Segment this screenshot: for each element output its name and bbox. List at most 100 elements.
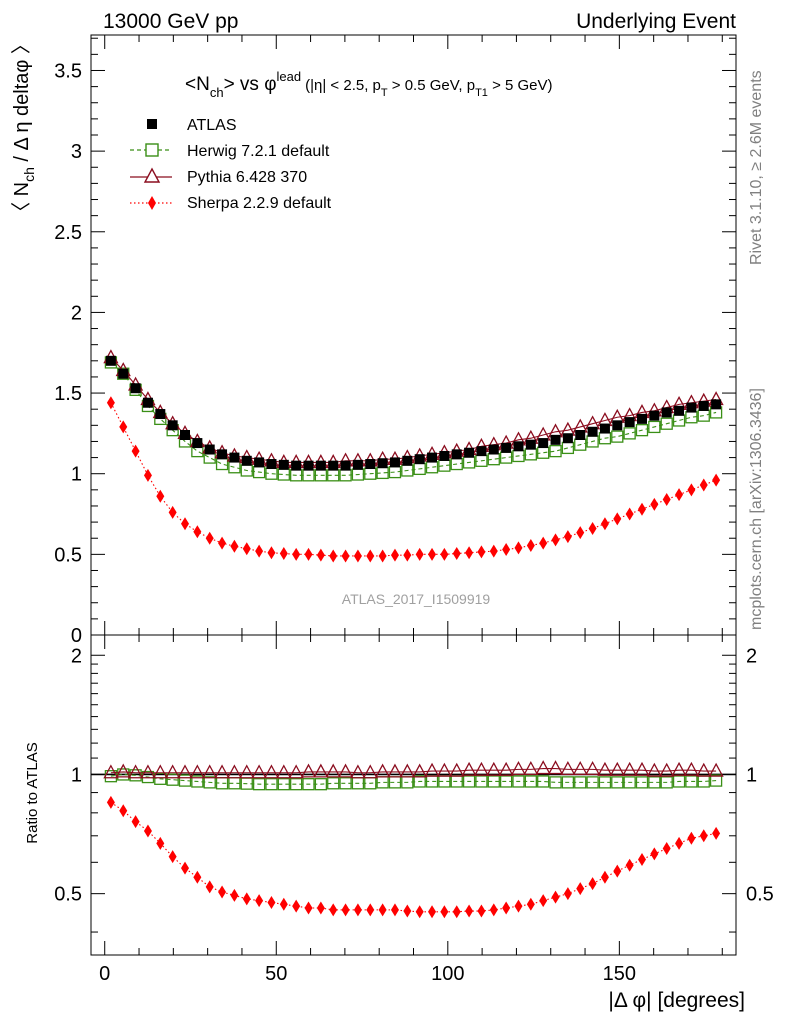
ratio-point-herwig xyxy=(252,778,266,791)
main-point-atlas xyxy=(501,442,512,453)
ratio-point-herwig xyxy=(648,776,661,789)
ratio-point-herwig xyxy=(265,778,278,791)
main-point-sherpa xyxy=(662,493,671,507)
main-point-sherpa xyxy=(193,525,202,539)
main-point-herwig xyxy=(660,417,673,430)
ratio-point-herwig xyxy=(327,777,340,790)
main-point-atlas xyxy=(587,426,598,437)
ratio-point-sherpa xyxy=(539,894,548,908)
ratio-ytick-label-right: 1 xyxy=(746,764,757,786)
ratio-point-pythia xyxy=(683,761,699,776)
main-series-atlas xyxy=(105,355,722,471)
main-point-sherpa xyxy=(366,549,375,563)
main-point-sherpa xyxy=(712,473,721,487)
ratio-point-pythia xyxy=(214,764,230,779)
main-ytick-label: 3.5 xyxy=(54,60,82,82)
main-point-atlas xyxy=(217,449,228,460)
ratio-point-pythia xyxy=(708,762,724,777)
legend-pythia: Pythia 6.428 370 xyxy=(130,167,307,186)
main-point-atlas xyxy=(278,459,289,470)
main-point-atlas xyxy=(365,459,376,470)
main-point-sherpa xyxy=(588,522,597,536)
ratio-point-pythia xyxy=(300,763,317,778)
main-ytick-label: 2.5 xyxy=(54,222,82,244)
ratio-point-sherpa xyxy=(304,901,313,915)
main-point-atlas xyxy=(167,420,178,431)
main-point-atlas xyxy=(142,397,153,408)
ratio-point-herwig xyxy=(166,773,179,786)
ratio-point-pythia xyxy=(226,764,243,779)
ratio-point-sherpa xyxy=(230,888,239,902)
main-ytick-label: 0 xyxy=(71,625,82,647)
main-point-sherpa xyxy=(514,541,523,555)
ratio-point-sherpa xyxy=(675,836,684,850)
main-series-sherpa xyxy=(106,396,721,563)
ratio-point-pythia xyxy=(362,764,378,779)
ratio-point-pythia xyxy=(424,762,440,777)
main-point-sherpa xyxy=(242,542,251,556)
main-point-atlas xyxy=(414,454,425,465)
main-point-atlas xyxy=(180,430,191,440)
ratio-point-herwig xyxy=(537,775,550,788)
main-point-sherpa xyxy=(465,546,474,560)
main-ytick-label: 1 xyxy=(71,464,82,486)
ratio-point-pythia xyxy=(350,764,366,779)
ratio-point-sherpa xyxy=(131,815,140,829)
ratio-axes: 0 50 100 150 0.5 0.5 1 1 2 2 xyxy=(54,635,774,985)
ratio-point-sherpa xyxy=(588,877,597,891)
ratio-point-sherpa xyxy=(563,887,572,901)
ratio-point-herwig xyxy=(314,778,328,791)
ratio-point-herwig xyxy=(191,775,204,788)
ratio-point-sherpa xyxy=(156,836,165,850)
ratio-point-sherpa xyxy=(205,880,214,894)
ratio-point-herwig xyxy=(339,777,352,790)
main-point-sherpa xyxy=(600,517,609,531)
main-point-sherpa xyxy=(279,547,288,561)
main-point-sherpa xyxy=(576,526,585,540)
main-point-sherpa xyxy=(131,444,140,458)
main-point-sherpa xyxy=(353,549,362,563)
main-axes: 0 0.5 1 1.5 2 2.5 3 3.5 xyxy=(54,35,736,647)
main-point-atlas xyxy=(476,446,487,457)
main-point-atlas xyxy=(698,400,709,411)
main-point-atlas xyxy=(711,399,722,410)
main-point-atlas xyxy=(266,459,277,470)
legend-sherpa-label: Sherpa 2.2.9 default xyxy=(187,195,332,212)
main-point-atlas xyxy=(624,417,635,428)
main-point-atlas xyxy=(439,450,450,461)
ratio-point-sherpa xyxy=(292,899,301,913)
ratio-point-sherpa xyxy=(366,903,375,917)
main-point-sherpa xyxy=(539,536,548,550)
main-point-sherpa xyxy=(143,468,152,482)
ratio-point-pythia xyxy=(510,761,527,776)
ratio-point-sherpa xyxy=(637,852,646,866)
ratio-point-herwig xyxy=(611,776,624,789)
ratio-point-herwig xyxy=(203,776,216,789)
main-point-sherpa xyxy=(637,502,646,516)
main-point-sherpa xyxy=(378,549,387,563)
ratio-point-herwig xyxy=(512,775,525,788)
ratio-point-pythia xyxy=(251,764,267,779)
ratio-point-herwig xyxy=(623,776,636,789)
main-point-atlas xyxy=(291,460,302,471)
ratio-point-sherpa xyxy=(452,905,461,919)
main-point-herwig xyxy=(635,424,649,437)
ratio-point-pythia xyxy=(634,761,650,776)
main-point-herwig xyxy=(215,457,229,471)
ratio-point-pythia xyxy=(276,764,292,779)
legend-sherpa: Sherpa 2.2.9 default xyxy=(130,195,332,212)
ratio-ytick-label-right: 2 xyxy=(746,645,757,667)
header-right: Underlying Event xyxy=(576,10,736,33)
main-point-atlas xyxy=(674,405,685,416)
ratio-point-herwig xyxy=(561,776,575,789)
x-axis-label: |Δ φ| [degrees] xyxy=(608,989,745,1012)
main-point-herwig xyxy=(648,420,661,434)
main-point-sherpa xyxy=(502,543,511,557)
ratio-series-pythia xyxy=(103,760,724,779)
ratio-point-sherpa xyxy=(255,894,264,908)
ratio-point-pythia xyxy=(597,761,613,776)
ratio-point-herwig xyxy=(302,778,315,791)
main-point-herwig xyxy=(611,430,624,443)
main-point-atlas xyxy=(192,438,203,449)
